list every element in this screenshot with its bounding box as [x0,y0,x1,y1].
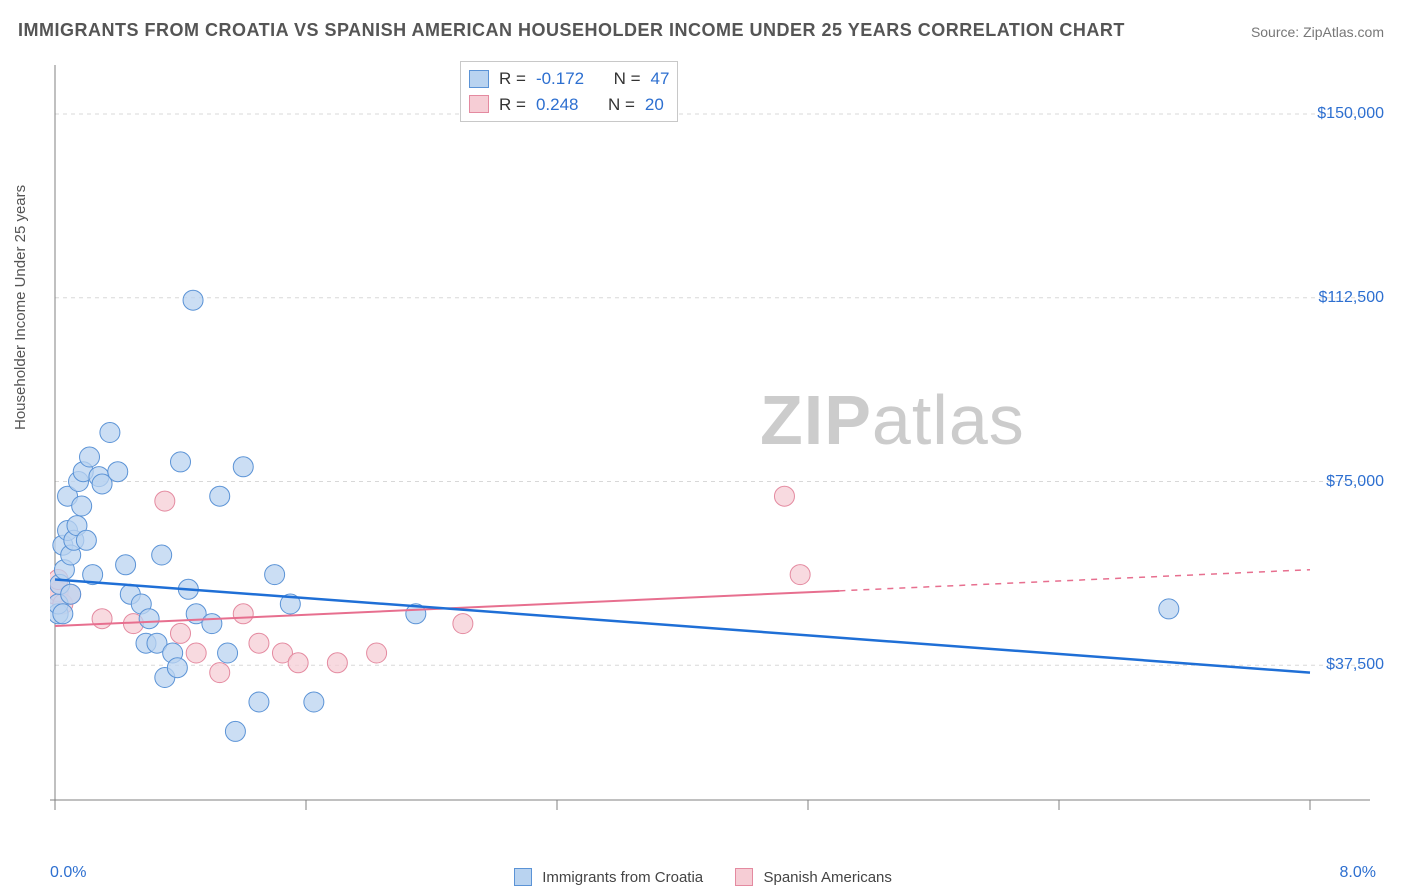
y-tick-label: $37,500 [1326,656,1384,674]
series1-swatch-icon [514,868,532,886]
y-tick-label: $150,000 [1317,105,1384,123]
series1-swatch-icon [469,70,489,88]
series2-swatch-icon [735,868,753,886]
r-value-2: 0.248 [536,92,579,118]
stats-row-2: R = 0.248 N = 20 [469,92,669,118]
y-tick-label: $75,000 [1326,473,1384,491]
r-label: R = [499,92,526,118]
r-label: R = [499,66,526,92]
n-value-2: 20 [645,92,664,118]
n-value-1: 47 [651,66,670,92]
legend-label-1: Immigrants from Croatia [542,869,703,886]
legend-item-1: Immigrants from Croatia [514,869,707,886]
chart-title: IMMIGRANTS FROM CROATIA VS SPANISH AMERI… [18,20,1125,41]
legend: Immigrants from Croatia Spanish American… [0,868,1406,886]
r-value-1: -0.172 [536,66,584,92]
legend-label-2: Spanish Americans [763,869,891,886]
source-label: Source: ZipAtlas.com [1251,24,1384,40]
y-axis-label: Householder Income Under 25 years [12,185,29,430]
scatter-plot [50,60,1380,830]
n-label: N = [608,92,635,118]
n-label: N = [614,66,641,92]
stats-legend: R = -0.172 N = 47 R = 0.248 N = 20 [460,61,678,122]
stats-row-1: R = -0.172 N = 47 [469,66,669,92]
y-tick-label: $112,500 [1318,289,1384,307]
legend-item-2: Spanish Americans [735,869,892,886]
series2-swatch-icon [469,95,489,113]
